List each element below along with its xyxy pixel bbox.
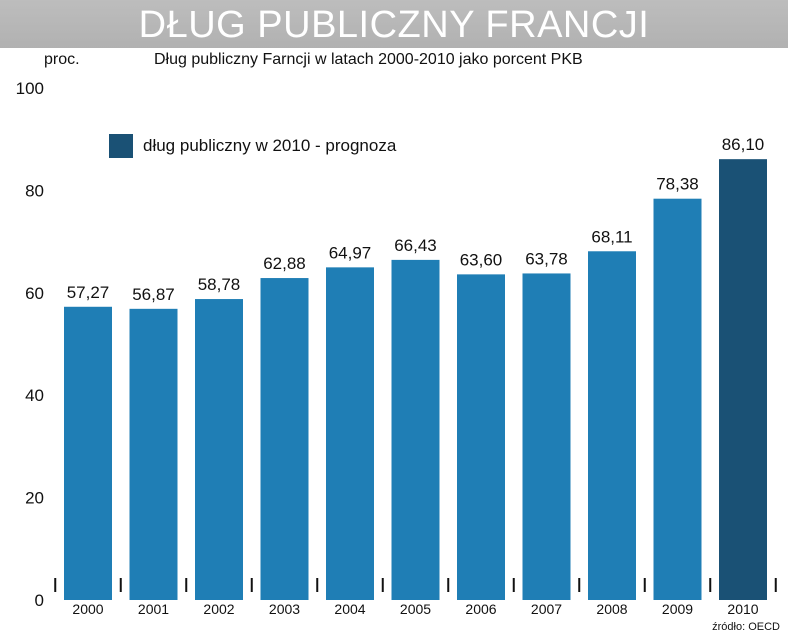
y-tick-label: 80 <box>25 181 44 200</box>
bar <box>260 278 309 600</box>
x-tick-label: 2000 <box>72 601 103 617</box>
title-banner: DŁUG PUBLICZNY FRANCJI <box>0 0 788 48</box>
chart-subtitle: Dług publiczny Farncji w latach 2000-201… <box>154 51 583 68</box>
bar <box>64 306 112 600</box>
x-tick-label: 2008 <box>596 601 627 617</box>
bar-value-label: 56,87 <box>132 285 175 304</box>
y-axis-unit-label: proc. <box>44 51 80 68</box>
bar-value-label: 86,10 <box>722 135 765 154</box>
chart-title: DŁUG PUBLICZNY FRANCJI <box>138 4 650 46</box>
bar-value-label: 63,60 <box>460 250 503 269</box>
legend-swatch <box>109 134 133 158</box>
x-tick-label: 2005 <box>400 601 431 617</box>
x-tick-label: 2001 <box>138 601 169 617</box>
bar-value-label: 62,88 <box>263 254 306 273</box>
x-tick-label: 2004 <box>334 601 365 617</box>
bar <box>391 259 440 600</box>
bar <box>522 273 571 600</box>
x-tick-label: 2010 <box>727 601 758 617</box>
bar-value-label: 64,97 <box>329 243 372 262</box>
bar <box>653 198 702 600</box>
bar <box>129 308 178 600</box>
legend-label: dług publiczny w 2010 - prognoza <box>143 136 397 155</box>
bar <box>195 299 243 600</box>
y-tick-label: 20 <box>25 489 44 508</box>
bar <box>457 274 505 600</box>
x-tick-label: 2007 <box>531 601 562 617</box>
y-tick-label: 100 <box>16 79 44 98</box>
x-tick-label: 2009 <box>662 601 693 617</box>
bar-value-label: 57,27 <box>67 283 110 302</box>
x-tick-label: 2006 <box>465 601 496 617</box>
source-note: źródło: OECD <box>712 621 780 633</box>
y-tick-label: 40 <box>25 386 44 405</box>
bar-value-label: 63,78 <box>525 249 568 268</box>
bar-value-label: 78,38 <box>656 175 699 194</box>
bar-forecast <box>719 159 767 600</box>
bar-value-label: 58,78 <box>198 275 241 294</box>
bar <box>588 251 636 600</box>
y-tick-label: 60 <box>25 284 44 303</box>
x-tick-label: 2003 <box>269 601 300 617</box>
bar <box>326 267 374 600</box>
x-tick-label: 2002 <box>203 601 234 617</box>
bar-value-label: 66,43 <box>394 236 437 255</box>
bar-value-label: 68,11 <box>591 227 632 246</box>
y-tick-label: 0 <box>35 591 44 610</box>
legend: dług publiczny w 2010 - prognoza <box>109 134 396 158</box>
